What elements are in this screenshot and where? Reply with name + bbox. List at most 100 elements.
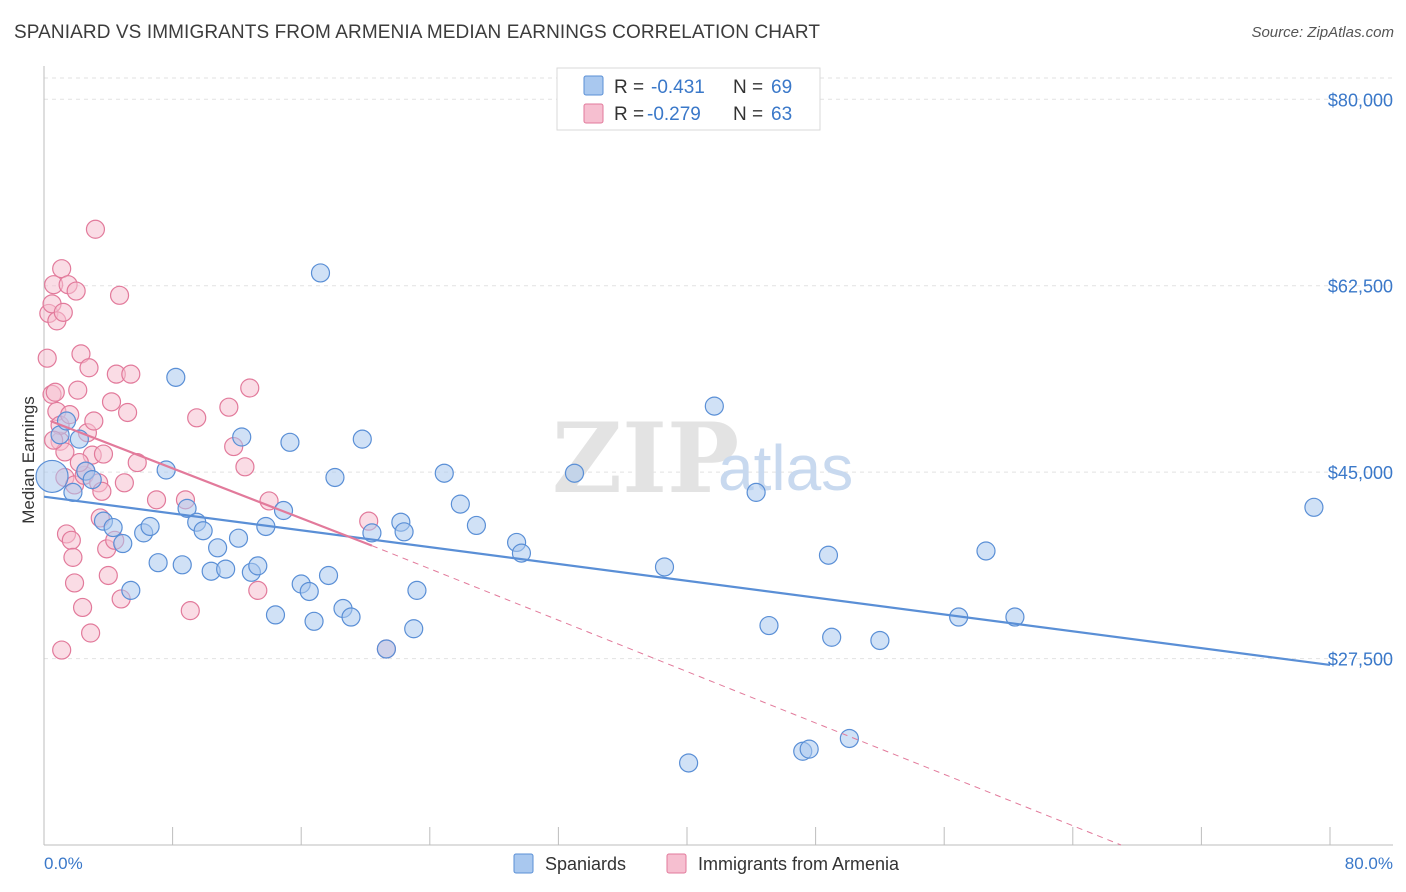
armenia-point-24 (72, 597, 93, 618)
spaniards-point-46 (434, 463, 454, 483)
legend-n-label-spaniards: N = (733, 77, 763, 98)
y-tick-label-3: $80,000 (1328, 90, 1393, 110)
spaniards-point-43 (394, 522, 414, 542)
armenia-point-37 (98, 565, 118, 586)
spaniards-point-15 (166, 367, 186, 387)
spaniards-point-58 (799, 739, 819, 759)
watermark-zip: ZIP (552, 402, 739, 515)
spaniards-point-41 (376, 639, 396, 659)
spaniards-point-19 (193, 521, 213, 541)
bottom-legend-label-armenia: Immigrants from Armenia (698, 854, 900, 874)
legend-r-label-armenia: R = (614, 104, 644, 125)
armenia-point-50 (187, 408, 207, 428)
spaniards-point-13 (148, 553, 168, 573)
spaniards-trend-line (43, 495, 1331, 667)
armenia-point-22 (68, 380, 88, 400)
legend-r-value-spaniards: -0.431 (651, 77, 705, 98)
spaniards-point-8 (103, 517, 123, 538)
armenia-point-32 (85, 219, 106, 239)
spaniards-point-55 (746, 482, 766, 502)
spaniards-point-32 (299, 581, 319, 602)
armenia-point-53 (235, 457, 255, 477)
armenia-point-56 (259, 491, 279, 511)
armenia-point-49 (180, 601, 200, 621)
spaniards-point-12 (140, 516, 160, 537)
armenia-point-29 (81, 623, 101, 643)
chart-title: SPANIARD VS IMMIGRANTS FROM ARMENIA MEDI… (14, 22, 821, 43)
legend-swatch-spaniards (583, 75, 604, 96)
x-tick-label-min: 0.0% (44, 854, 83, 873)
spaniards-point-23 (228, 528, 249, 548)
armenia-point-5 (45, 382, 65, 402)
armenia-point-44 (117, 402, 138, 423)
spaniards-point-66 (1304, 497, 1324, 517)
bottom-legend-label-spaniards: Spaniards (545, 854, 626, 874)
spaniards-point-60 (822, 627, 842, 647)
legend-r-value-armenia: -0.279 (647, 104, 701, 125)
spaniards-point-30 (280, 432, 300, 452)
trend-lines (43, 419, 1331, 846)
spaniards-point-62 (870, 630, 890, 651)
spaniards-point-0 (35, 459, 69, 494)
spaniards-point-47 (450, 494, 470, 514)
x-tick-label-max: 80.0% (1345, 854, 1393, 873)
spaniards-point-34 (310, 263, 331, 283)
armenia-point-20 (64, 573, 85, 593)
bottom-legend: Spaniards Immigrants from Armenia (513, 853, 900, 874)
spaniards-point-54 (704, 396, 724, 416)
spaniards-point-28 (265, 605, 286, 625)
y-axis-label: Median Earnings (19, 396, 38, 524)
spaniards-point-6 (82, 470, 102, 490)
armenia-point-45 (121, 364, 141, 384)
bottom-legend-swatch-spaniards (513, 853, 534, 874)
legend-n-label-armenia: N = (733, 104, 763, 125)
spaniards-point-52 (654, 557, 675, 577)
armenia-point-28 (79, 358, 99, 378)
armenia-point-51 (219, 397, 239, 417)
spaniards-point-35 (318, 565, 339, 586)
armenia-trend-line (50, 419, 373, 547)
spaniards-point-36 (325, 467, 345, 488)
spaniards-point-16 (172, 555, 192, 575)
spaniards-point-56 (759, 615, 779, 636)
spaniards-point-22 (216, 559, 236, 579)
spaniards-point-64 (976, 541, 996, 561)
legend-n-value-armenia: 63 (771, 104, 792, 125)
watermark: ZIP atlas (552, 402, 853, 515)
spaniards-point-24 (232, 427, 252, 447)
armenia-point-35 (93, 444, 114, 464)
spaniards-point-40 (362, 523, 382, 543)
legend-box: R = -0.431 N = 69 R = -0.279 N = 63 (556, 67, 821, 131)
spaniards-point-59 (818, 545, 839, 565)
armenia-point-55 (248, 580, 268, 600)
armenia-point-41 (109, 285, 130, 305)
armenia-point-31 (84, 411, 104, 431)
chart-source: Source: ZipAtlas.com (1251, 24, 1394, 41)
spaniards-point-65 (1005, 607, 1025, 627)
spaniards-point-33 (304, 611, 324, 631)
armenia-point-10 (52, 259, 72, 279)
watermark-atlas: atlas (718, 432, 853, 504)
spaniards-point-26 (248, 556, 268, 576)
armenia-point-17 (61, 530, 81, 550)
spaniards-point-44 (404, 619, 424, 639)
spaniards-point-61 (839, 728, 859, 749)
axes (43, 66, 1393, 846)
spaniards-point-9 (113, 533, 133, 554)
legend-r-label-spaniards: R = (614, 77, 644, 98)
y-tick-label-2: $62,500 (1328, 277, 1393, 297)
armenia-point-43 (114, 473, 134, 493)
data-points (35, 219, 1324, 773)
armenia-point-38 (101, 392, 122, 412)
spaniards-point-45 (407, 580, 427, 600)
spaniards-point-39 (352, 429, 372, 449)
spaniards-point-10 (121, 580, 141, 600)
bottom-legend-swatch-armenia (666, 853, 687, 874)
armenia-point-47 (146, 490, 167, 510)
armenia-trend-extension (371, 545, 1122, 846)
legend-swatch-armenia (583, 103, 604, 124)
legend-n-value-spaniards: 69 (771, 77, 792, 98)
spaniards-point-21 (208, 538, 228, 558)
armenia-point-0 (37, 348, 57, 368)
